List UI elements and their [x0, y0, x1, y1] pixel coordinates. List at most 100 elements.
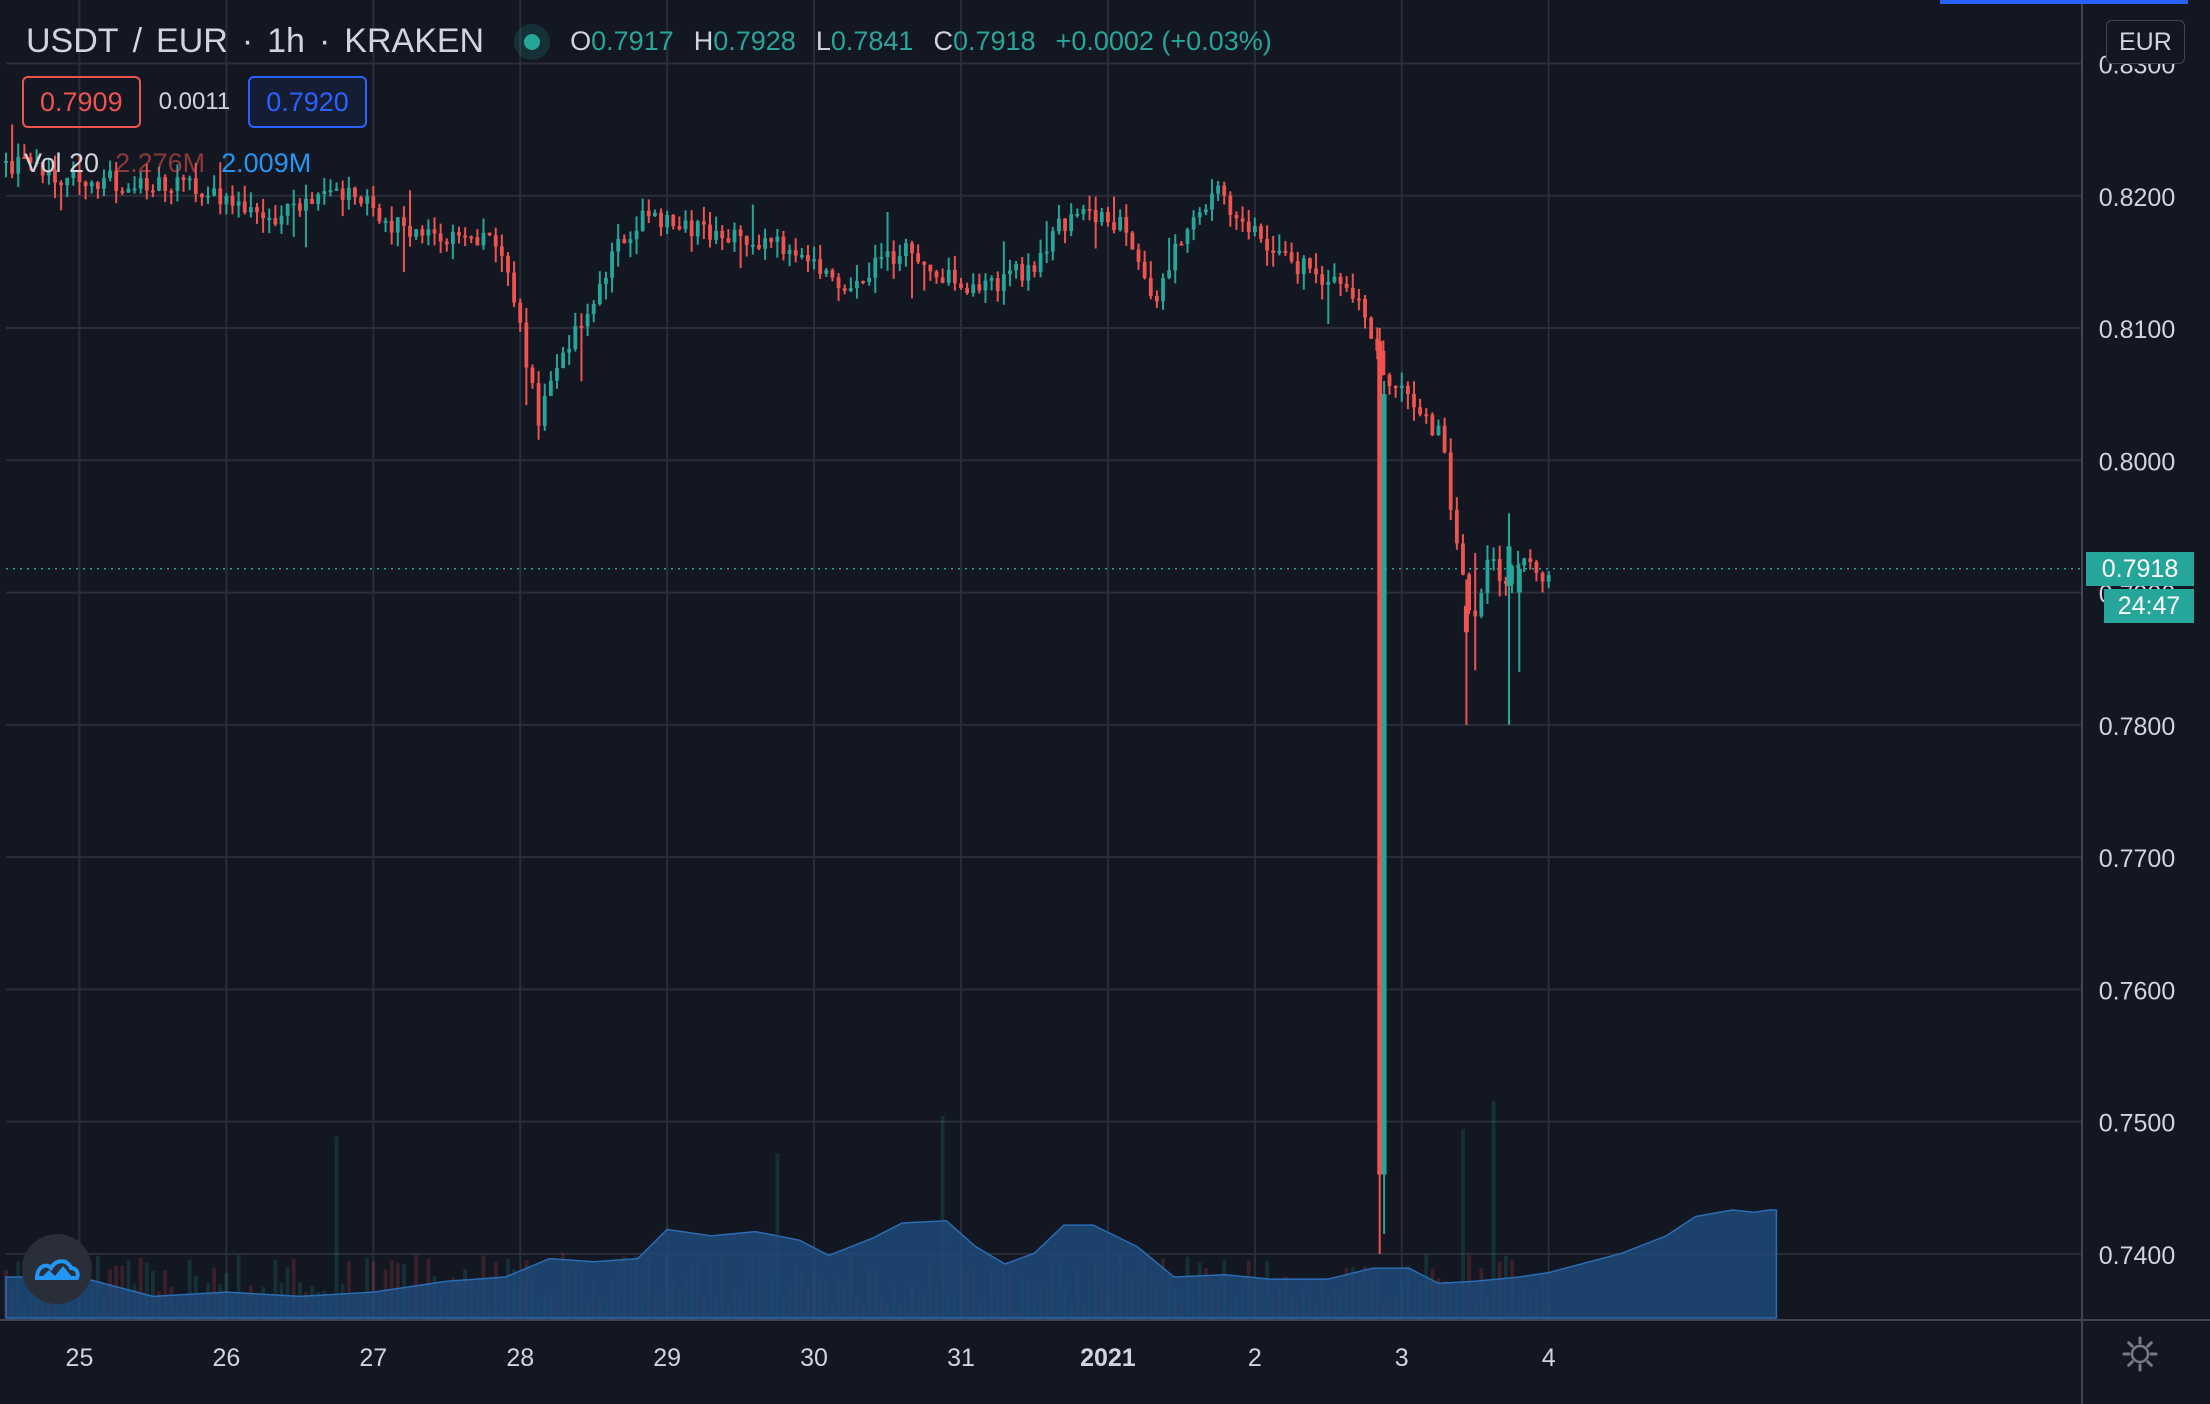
- candle-body: [738, 229, 743, 237]
- candle-body: [536, 383, 541, 426]
- candle: [1283, 241, 1288, 257]
- candle-body: [781, 236, 786, 254]
- y-tick-label: 0.7400: [2099, 1242, 2175, 1270]
- candlestick-series[interactable]: [4, 124, 1551, 1254]
- candle: [1295, 251, 1300, 284]
- candle-body: [1546, 575, 1551, 582]
- interval-label[interactable]: 1h: [267, 22, 305, 60]
- candle: [561, 346, 565, 369]
- exchange-label[interactable]: KRAKEN: [344, 22, 485, 60]
- candle: [1369, 316, 1374, 340]
- candle: [414, 228, 419, 240]
- candle: [273, 205, 278, 227]
- candle-body: [1463, 605, 1469, 633]
- currency-button[interactable]: EUR: [2106, 20, 2185, 64]
- candle-body: [389, 220, 394, 233]
- symbol-slash: /: [132, 22, 143, 60]
- candle: [512, 261, 517, 308]
- candle: [812, 246, 816, 270]
- x-tick-label: 30: [800, 1344, 828, 1372]
- candle: [744, 235, 749, 257]
- candle-body: [1057, 218, 1061, 232]
- candle-body: [291, 203, 296, 206]
- candle-body: [897, 256, 902, 264]
- settings-gear-icon[interactable]: [2122, 1336, 2158, 1372]
- candle: [475, 229, 480, 246]
- candle: [1503, 576, 1508, 596]
- candle-body: [316, 194, 321, 205]
- candle: [861, 280, 865, 285]
- candle-body: [34, 162, 39, 165]
- candle-body: [4, 160, 8, 163]
- candle-body: [1161, 277, 1165, 302]
- candle-body: [1363, 298, 1367, 318]
- candle-body: [1534, 561, 1539, 573]
- dot-separator: ·: [241, 22, 254, 60]
- candle: [1461, 534, 1465, 576]
- symbol-base[interactable]: USDT: [26, 22, 119, 60]
- candle: [567, 334, 572, 366]
- candle-body: [683, 220, 688, 230]
- buy-price-button[interactable]: 0.7920: [248, 76, 367, 128]
- candle: [1289, 242, 1294, 264]
- candle-body: [1203, 209, 1208, 213]
- candle: [1014, 260, 1018, 279]
- candle: [1081, 204, 1086, 221]
- candle: [395, 217, 400, 247]
- candle-body: [53, 169, 57, 183]
- candle: [1377, 328, 1383, 1254]
- candle-body: [212, 188, 217, 196]
- candle-body: [1338, 276, 1343, 284]
- candle: [891, 240, 896, 279]
- candle-body: [481, 232, 486, 246]
- candle: [248, 192, 253, 218]
- candle-body: [879, 257, 884, 260]
- candle-body: [1344, 283, 1349, 288]
- candle: [322, 177, 327, 205]
- candle: [757, 234, 761, 251]
- candle-body: [775, 236, 780, 242]
- candle-body: [1381, 394, 1387, 1175]
- candle-body: [1014, 264, 1018, 271]
- candle-body: [426, 229, 431, 236]
- candle: [983, 273, 988, 303]
- y-tick-label: 0.7500: [2099, 1110, 2175, 1138]
- candle-body: [1038, 252, 1043, 272]
- candle-body: [885, 251, 890, 258]
- symbol-quote[interactable]: EUR: [156, 22, 228, 60]
- y-tick-label: 0.8000: [2099, 448, 2175, 476]
- candle-body: [695, 221, 700, 237]
- candle-body: [677, 226, 682, 230]
- last-price-label: 0.7918: [2086, 551, 2194, 586]
- candle-body: [867, 277, 872, 282]
- tradingview-logo-icon[interactable]: [22, 1234, 92, 1304]
- symbol-header[interactable]: USDT / EUR · 1h · KRAKEN O0.7917 H0.7928…: [26, 22, 1272, 61]
- x-tick-label: 27: [359, 1344, 387, 1372]
- candle: [181, 174, 186, 192]
- candle-body: [432, 229, 437, 234]
- y-tick-label: 0.7700: [2099, 845, 2175, 873]
- candle-body: [946, 269, 951, 283]
- volume-bar: [365, 1257, 370, 1318]
- candle: [542, 383, 547, 431]
- candle-body: [450, 231, 455, 245]
- candle: [187, 175, 192, 191]
- candle: [1222, 181, 1227, 205]
- candle: [1252, 217, 1257, 237]
- candle-body: [855, 280, 859, 289]
- candle: [928, 264, 933, 281]
- volume-legend[interactable]: Vol 20 2.276M 2.009M: [24, 148, 311, 179]
- candle: [383, 217, 388, 233]
- candle: [426, 219, 431, 246]
- candle: [224, 193, 229, 215]
- ohlc-open-label: O: [570, 26, 592, 56]
- candle: [695, 219, 700, 245]
- candle: [1479, 588, 1484, 619]
- candle: [1271, 235, 1276, 267]
- candle: [1240, 206, 1245, 232]
- candle: [377, 203, 382, 224]
- sell-price-button[interactable]: 0.7909: [22, 76, 141, 128]
- candle-body: [646, 210, 651, 217]
- candle: [1516, 563, 1522, 672]
